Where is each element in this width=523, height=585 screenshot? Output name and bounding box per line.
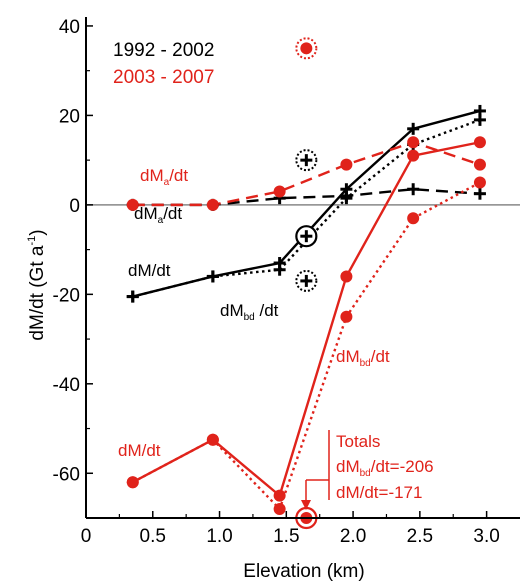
- annotation-red-dma-main: dM: [140, 166, 164, 185]
- data-point-circle: [126, 198, 139, 211]
- data-point-circle: [206, 198, 219, 211]
- marker-layer: [126, 37, 486, 530]
- y-axis-title-main: dM/dt (Gt a: [27, 245, 48, 340]
- series-line-0: [132, 109, 481, 298]
- x-tick-label: 0.5: [140, 526, 166, 547]
- data-point-circle: [340, 310, 353, 323]
- y-tick-label: -60: [53, 464, 80, 485]
- annotation-black-dma: dMa/dt: [134, 204, 182, 226]
- data-point-circle: [273, 503, 286, 516]
- y-axis-title-close: ): [27, 229, 48, 235]
- totals-line-dmbd-sub: bd: [360, 468, 371, 479]
- annotation-black-dmbd: dMbd /dt: [220, 301, 279, 323]
- annotation-red-dm: dM/dt: [118, 441, 161, 460]
- y-tick-label: 20: [59, 106, 80, 127]
- y-axis-title: dM/dt (Gt a-1): [26, 229, 48, 340]
- annotation-black-dma-main: dM: [134, 204, 158, 223]
- annotation-red-dmbd-sub: bd: [360, 358, 371, 369]
- totals-title: Totals: [336, 432, 380, 451]
- data-point-circle: [340, 270, 353, 283]
- legend-1992-2002: 1992 - 2002: [113, 40, 214, 61]
- annotation-black-dm: dM/dt: [128, 261, 171, 280]
- y-tick-label: -20: [53, 285, 80, 306]
- totals-line-dmbd: dMbd/dt=-206: [336, 457, 434, 479]
- annotation-black-dma-sub: a: [158, 215, 164, 226]
- data-point-circle: [407, 149, 420, 162]
- x-tick-label: 2.5: [407, 526, 433, 547]
- x-axis-title: Elevation (km): [243, 561, 364, 582]
- y-tick-label: -40: [53, 375, 80, 396]
- data-point-circle: [340, 158, 353, 171]
- annotation-red-dmbd-main: dM: [336, 347, 360, 366]
- x-tick-label: 1.0: [206, 526, 232, 547]
- axes-layer: [85, 17, 520, 519]
- data-point-circle: [473, 158, 486, 171]
- x-tick-label: 1.5: [273, 526, 299, 547]
- totals-arrowhead: [301, 500, 311, 510]
- series-line-4: [132, 141, 481, 207]
- x-tick-label: 0: [81, 526, 92, 547]
- series-line-5: [132, 181, 481, 511]
- annotation-black-dmbd-tail: /dt: [255, 301, 279, 320]
- annotation-red-dma-tail: /dt: [169, 166, 188, 185]
- data-point-circle: [473, 176, 486, 189]
- total-marker-dot: [300, 42, 313, 55]
- y-tick-label: 0: [69, 196, 80, 217]
- annotation-black-dma-tail: /dt: [163, 204, 182, 223]
- y-axis-title-superscript: -1: [26, 236, 38, 246]
- x-tick-label: 2.0: [340, 526, 366, 547]
- data-point-circle: [473, 136, 486, 149]
- totals-line-dm: dM/dt=-171: [336, 483, 422, 502]
- series-line-3: [132, 141, 481, 497]
- annotation-red-dma: dMa/dt: [140, 166, 188, 188]
- x-tick-label: 3.0: [473, 526, 499, 547]
- data-point-circle: [407, 212, 420, 225]
- series-line-1: [132, 188, 481, 207]
- y-tick-label: 40: [59, 17, 80, 38]
- annotation-red-dma-sub: a: [164, 177, 170, 188]
- data-point-circle: [206, 433, 219, 446]
- data-point-circle: [407, 136, 420, 149]
- data-point-circle: [126, 476, 139, 489]
- totals-line-dmbd-main: dM: [336, 457, 360, 476]
- tick-layer: 0 0.5 1.0 1.5 2.0 2.5 3.0 -60 -40 -20 0 20 40: [53, 17, 500, 547]
- data-point-circle: [273, 185, 286, 198]
- annotation-black-dmbd-sub: bd: [244, 312, 255, 323]
- data-point-circle: [273, 489, 286, 502]
- legend-2003-2007: 2003 - 2007: [113, 67, 214, 88]
- annotation-red-dmbd: dMbd/dt: [336, 347, 390, 369]
- annotation-red-dmbd-tail: /dt: [371, 347, 390, 366]
- totals-line-dmbd-tail: /dt=-206: [371, 457, 434, 476]
- annotation-black-dmbd-main: dM: [220, 301, 244, 320]
